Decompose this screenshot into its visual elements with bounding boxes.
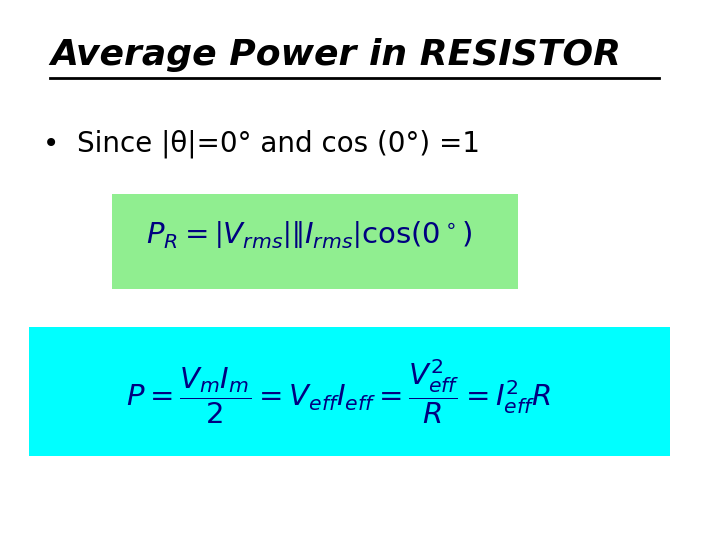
FancyBboxPatch shape: [29, 327, 670, 456]
Text: Average Power in RESISTOR: Average Power in RESISTOR: [50, 38, 621, 72]
Text: $P_R = \left|V_{rms}\right|\left\|I_{rms}\right|\cos\!\left(0^\circ\right)$: $P_R = \left|V_{rms}\right|\left\|I_{rms…: [146, 219, 473, 251]
Text: $P = \dfrac{V_m I_m}{2} = V_{eff}I_{eff} = \dfrac{V_{eff}^{2}}{R} = I_{eff}^{2}R: $P = \dfrac{V_m I_m}{2} = V_{eff}I_{eff}…: [126, 357, 551, 426]
FancyBboxPatch shape: [112, 194, 518, 289]
Text: •  Since |θ|=0° and cos (0°) =1: • Since |θ|=0° and cos (0°) =1: [43, 130, 480, 158]
